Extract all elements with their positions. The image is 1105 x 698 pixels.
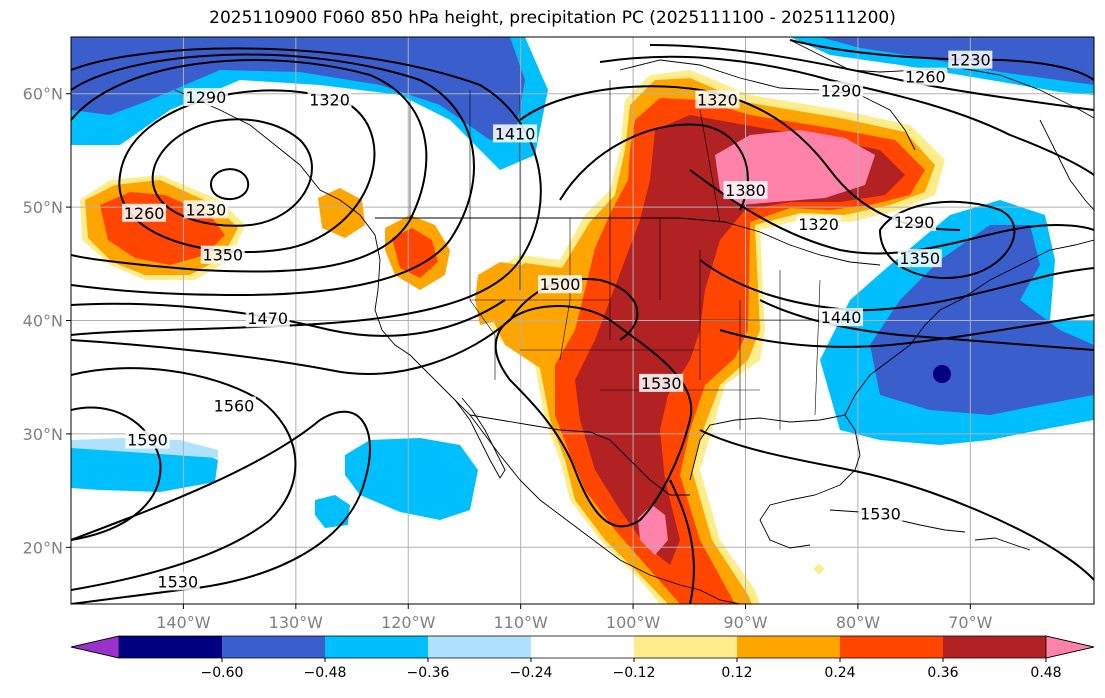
contour-label: 1290 (186, 88, 227, 107)
lon-tick-label: 120°W (381, 613, 436, 632)
lon-tick-label: 130°W (269, 613, 324, 632)
lon-tick-label: 70°W (948, 613, 992, 632)
colorbar-segment (840, 636, 944, 658)
colorbar-segment (119, 636, 223, 658)
lon-tick-label: 100°W (606, 613, 661, 632)
contour-label: 1560 (214, 397, 255, 416)
colorbar-segment (634, 636, 738, 658)
lat-tick-label: 60°N (23, 85, 63, 104)
contour-label: 1320 (697, 90, 738, 109)
colorbar-segment (325, 636, 429, 658)
contour-label: 1500 (540, 275, 581, 294)
colorbar-tick-label: −0.12 (613, 665, 656, 681)
contour-label: 1290 (821, 81, 862, 100)
colorbar-tick-label: −0.48 (304, 665, 347, 681)
contour-label: 1350 (899, 249, 940, 268)
map-panel: 1290132014101320129012601230126012301350… (71, 37, 1094, 604)
colorbar-tick-label: −0.24 (510, 665, 553, 681)
colorbar-extend-high (1046, 636, 1094, 658)
colorbar-tick-label: −0.60 (201, 665, 244, 681)
contour-label: 1440 (821, 308, 862, 327)
colorbar-tick-label: 0.48 (1030, 665, 1061, 681)
colorbar-tick-label: 0.12 (721, 665, 752, 681)
contour-label: 1320 (309, 90, 350, 109)
lon-tick-label: 90°W (723, 613, 767, 632)
colorbar-segment (428, 636, 532, 658)
contour-label: 1230 (950, 51, 991, 70)
contour-label: 1290 (894, 213, 935, 232)
latitude-axis: 20°N 30°N 40°N 50°N 60°N (23, 85, 71, 558)
colorbar-tick-label: 0.24 (824, 665, 855, 681)
colorbar-tick-label: 0.36 (927, 665, 958, 681)
lat-tick-label: 40°N (23, 312, 63, 331)
contour-label: 1590 (127, 431, 168, 450)
contour-label: 1320 (798, 215, 839, 234)
contour-label: 1530 (157, 572, 198, 591)
contour-label: 1260 (905, 68, 946, 87)
contour-label: 1530 (860, 504, 901, 523)
lat-tick-label: 20°N (23, 538, 63, 557)
lon-tick-label: 140°W (156, 613, 211, 632)
lat-tick-label: 50°N (23, 198, 63, 217)
colorbar-tick-label: −0.36 (407, 665, 450, 681)
colorbar-segment (943, 636, 1047, 658)
contour-label: 1470 (247, 309, 288, 328)
lon-tick-label: 110°W (493, 613, 548, 632)
contour-label: 1260 (124, 204, 165, 223)
lat-tick-label: 30°N (23, 425, 63, 444)
contour-label: 1380 (725, 181, 766, 200)
colorbar-segment (531, 636, 635, 658)
contour-label: 1530 (641, 374, 682, 393)
lon-tick-label: 80°W (836, 613, 880, 632)
contour-label: 1410 (495, 124, 536, 143)
colorbar: −0.60 −0.48 −0.36 −0.24 −0.12 0.12 0.24 0.36 0.4… (71, 636, 1105, 681)
contour-label: 1230 (186, 200, 227, 219)
longitude-axis: 140°W 130°W 120°W 110°W 100°W 90°W 80°W 70°W (156, 604, 992, 632)
colorbar-ticks: −0.60 −0.48 −0.36 −0.24 −0.12 0.12 0.24 0.36 0.4… (201, 658, 1105, 681)
colorbar-extend-low (71, 636, 119, 658)
colorbar-segment (737, 636, 841, 658)
colorbar-segment (222, 636, 326, 658)
colorbar-segments (71, 636, 1094, 658)
neg-area-east-peak (933, 365, 951, 383)
contour-label: 1350 (202, 246, 243, 265)
